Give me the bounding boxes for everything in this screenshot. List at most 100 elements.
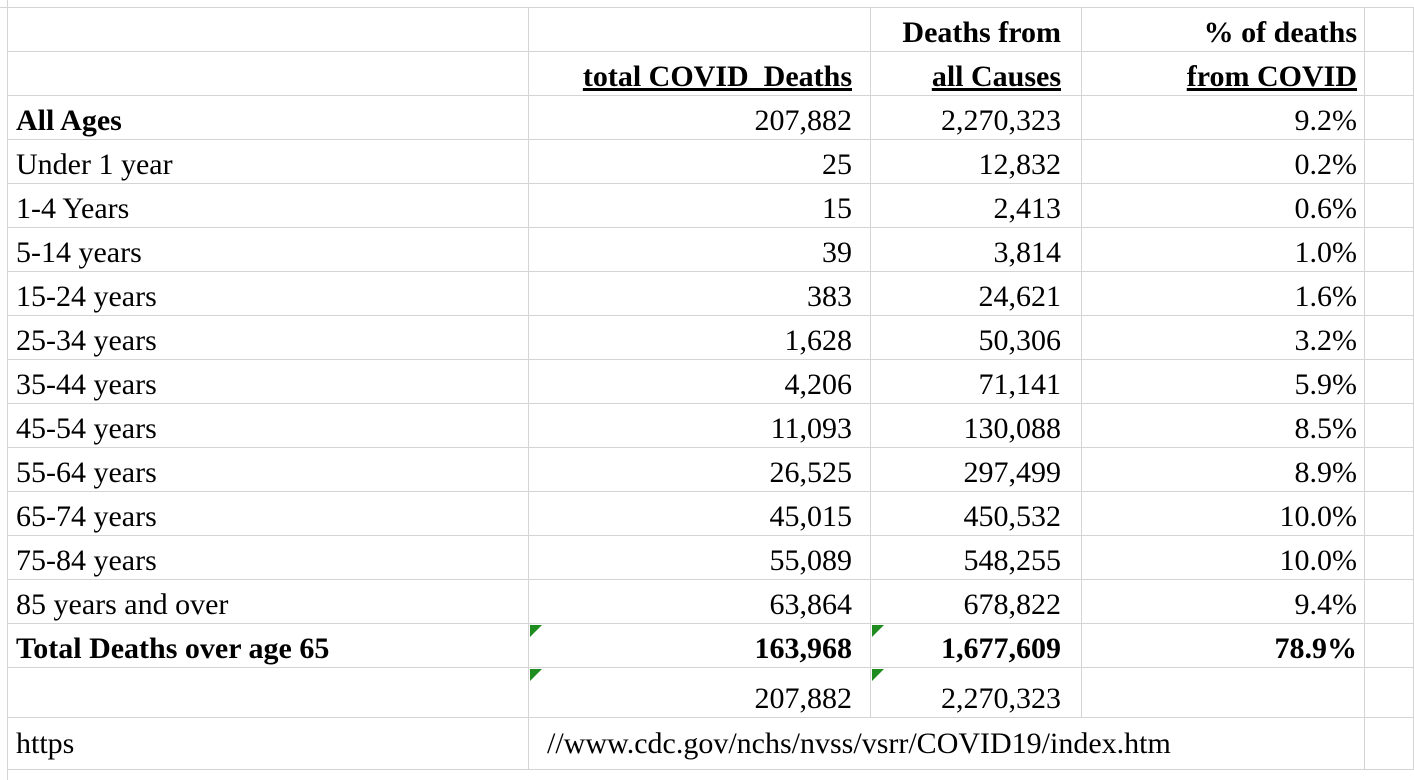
cell: 10.0% [1082, 492, 1365, 536]
cell: 2,413 [871, 184, 1082, 228]
cell-text: https [16, 727, 75, 760]
cell: 11,093 [529, 404, 871, 448]
cell: 65-74 years [8, 492, 529, 536]
cell-text: 383 [807, 280, 852, 313]
cell-text: 10.0% [1279, 544, 1358, 577]
cell: 12,832 [871, 140, 1082, 184]
cell-text: 12,832 [978, 148, 1062, 181]
cell: 55-64 years [8, 448, 529, 492]
cell: 15 [529, 184, 871, 228]
empty-cell [1365, 140, 1414, 184]
cell: 35-44 years [8, 360, 529, 404]
cell: 5.9% [1082, 360, 1365, 404]
cell: 678,822 [871, 580, 1082, 624]
cell-text: 2,413 [993, 192, 1062, 225]
cell: 1-4 Years [8, 184, 529, 228]
cell-text: from COVID [1186, 60, 1357, 93]
cell-text: 207,882 [754, 682, 853, 715]
empty-cell [1365, 316, 1414, 360]
empty-cell [1365, 668, 1414, 718]
cell: All Ages [8, 96, 529, 140]
cell-text: 2,270,323 [941, 682, 1061, 715]
cell-text: 1.0% [1294, 236, 1358, 269]
cell: 25-34 years [8, 316, 529, 360]
empty-cell [1365, 624, 1414, 668]
cell-text: 25 [822, 148, 852, 181]
cell: 1.0% [1082, 228, 1365, 272]
cell-text: 26,525 [769, 456, 853, 489]
cell: //www.cdc.gov/nchs/nvss/vsrr/COVID19/ind… [529, 718, 1365, 770]
error-indicator [530, 625, 542, 637]
cell-text: 5-14 years [16, 236, 142, 269]
cell: 24,621 [871, 272, 1082, 316]
cell: 78.9% [1082, 624, 1365, 668]
cell-text: 1,628 [784, 324, 853, 357]
cell-text: Under 1 year [16, 148, 173, 181]
cell: 3,814 [871, 228, 1082, 272]
cell-text: 50,306 [978, 324, 1062, 357]
cell: 548,255 [871, 536, 1082, 580]
cell-text: 15-24 years [16, 280, 157, 313]
cell-text: 678,822 [963, 588, 1062, 621]
cell: 8.5% [1082, 404, 1365, 448]
cell-text: 4,206 [784, 368, 853, 401]
cell: total COVID Deaths [529, 52, 871, 96]
empty-cell [1365, 8, 1414, 52]
cell-text: Total Deaths over age 65 [16, 632, 330, 665]
cell-text: 2,270,323 [941, 104, 1061, 137]
cell-text: 548,255 [963, 544, 1062, 577]
cell: 163,968 [529, 624, 871, 668]
cell-text: 0.6% [1294, 192, 1358, 225]
cell: 71,141 [871, 360, 1082, 404]
empty-cell [1365, 580, 1414, 624]
empty-cell [1365, 96, 1414, 140]
cell: 0.2% [1082, 140, 1365, 184]
cell: 1.6% [1082, 272, 1365, 316]
cell-text: total COVID Deaths [582, 60, 852, 93]
cell-text: 163,968 [754, 632, 853, 665]
cell: Deaths from [871, 8, 1082, 52]
empty-cell [1365, 52, 1414, 96]
empty-cell [1365, 404, 1414, 448]
cell-text: 45,015 [769, 500, 853, 533]
cell: 0.6% [1082, 184, 1365, 228]
cell: 1,628 [529, 316, 871, 360]
top-border [0, 0, 1414, 8]
cell-text: 24,621 [978, 280, 1062, 313]
cell: 15-24 years [8, 272, 529, 316]
cell-text: 0.2% [1294, 148, 1358, 181]
cell: 130,088 [871, 404, 1082, 448]
left-border [0, 0, 8, 780]
empty-cell [1365, 360, 1414, 404]
cell-text: 450,532 [963, 500, 1062, 533]
cell: 26,525 [529, 448, 871, 492]
cell: 4,206 [529, 360, 871, 404]
cell-text: 45-54 years [16, 412, 157, 445]
cell: 5-14 years [8, 228, 529, 272]
cell: 383 [529, 272, 871, 316]
cell-text: 55,089 [769, 544, 853, 577]
cell-text: 297,499 [963, 456, 1062, 489]
cell: 8.9% [1082, 448, 1365, 492]
cell: % of deaths [1082, 8, 1365, 52]
cell-text: 11,093 [770, 412, 852, 445]
cell-text: 9.2% [1294, 104, 1358, 137]
cell-text: 1-4 Years [16, 192, 130, 225]
cell: 45-54 years [8, 404, 529, 448]
cell-text: 63,864 [769, 588, 853, 621]
cell-text: 1.6% [1294, 280, 1358, 313]
cell: https [8, 718, 529, 770]
cell: Total Deaths over age 65 [8, 624, 529, 668]
empty-cell [8, 8, 529, 52]
empty-cell [1365, 492, 1414, 536]
cell-text: 5.9% [1294, 368, 1358, 401]
cell-text: 71,141 [978, 368, 1062, 401]
cell-text: 9.4% [1294, 588, 1358, 621]
cell-text: all Causes [931, 60, 1061, 93]
cell-text: 35-44 years [16, 368, 157, 401]
cell-text: 10.0% [1279, 500, 1358, 533]
cell-text: Deaths from [902, 16, 1061, 49]
cell-text: 3.2% [1294, 324, 1358, 357]
cell: 55,089 [529, 536, 871, 580]
